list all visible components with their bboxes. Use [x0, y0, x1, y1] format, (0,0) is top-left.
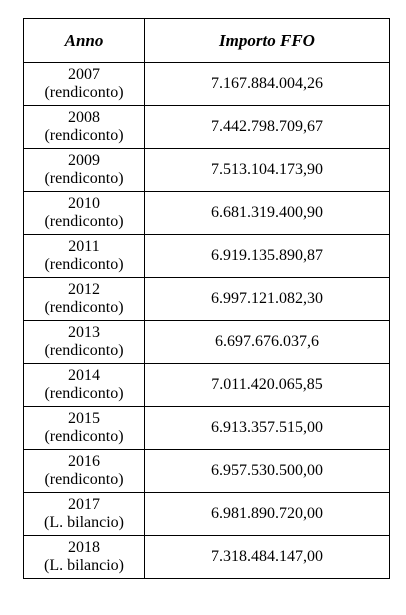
year-cell: 2016 (rendiconto): [23, 449, 145, 493]
header-cell: Importo FFO: [144, 18, 390, 63]
table-row: 2012 (rendiconto) 6.997.121.082,30: [23, 277, 390, 321]
header-row: Anno Importo FFO: [23, 18, 390, 63]
year-note: (rendiconto): [44, 127, 124, 144]
year: 2007: [68, 66, 100, 83]
header-cell: Anno: [23, 18, 145, 63]
year-note: (rendiconto): [44, 385, 124, 402]
amount-cell: 7.442.798.709,67: [144, 105, 390, 149]
year-cell: 2018 (L. bilancio): [23, 535, 145, 579]
table-row: 2011 (rendiconto) 6.919.135.890,87: [23, 234, 390, 278]
year-note: (rendiconto): [44, 342, 124, 359]
year: 2011: [68, 238, 100, 255]
table-row: 2009 (rendiconto) 7.513.104.173,90: [23, 148, 390, 192]
table-row: 2014 (rendiconto) 7.011.420.065,85: [23, 363, 390, 407]
year-cell: 2011 (rendiconto): [23, 234, 145, 278]
year-cell: 2017 (L. bilancio): [23, 492, 145, 536]
table-row: 2008 (rendiconto) 7.442.798.709,67: [23, 105, 390, 149]
year-cell: 2014 (rendiconto): [23, 363, 145, 407]
year-cell: 2010 (rendiconto): [23, 191, 145, 235]
year: 2008: [68, 109, 100, 126]
year-note: (rendiconto): [44, 213, 124, 230]
year-cell: 2015 (rendiconto): [23, 406, 145, 450]
amount-cell: 6.697.676.037,6: [144, 320, 390, 364]
amount-cell: 7.167.884.004,26: [144, 62, 390, 106]
amount-cell: 6.981.890.720,00: [144, 492, 390, 536]
year: 2014: [68, 367, 100, 384]
year-note: (rendiconto): [44, 84, 124, 101]
amount-cell: 6.919.135.890,87: [144, 234, 390, 278]
amount-cell: 7.011.420.065,85: [144, 363, 390, 407]
amount-cell: 6.913.357.515,00: [144, 406, 390, 450]
table-body: 2007 (rendiconto) 7.167.884.004,26 2008 (ren…: [23, 62, 390, 579]
year: 2012: [68, 281, 100, 298]
table-row: 2013 (rendiconto) 6.697.676.037,6: [23, 320, 390, 364]
amount-cell: 6.681.319.400,90: [144, 191, 390, 235]
table-row: 2010 (rendiconto) 6.681.319.400,90: [23, 191, 390, 235]
year-note: (rendiconto): [44, 256, 124, 273]
table-row: 2007 (rendiconto) 7.167.884.004,26: [23, 62, 390, 106]
year: 2017: [68, 496, 100, 513]
year-note: (rendiconto): [44, 170, 124, 187]
table-row: 2018 (L. bilancio) 7.318.484.147,00: [23, 535, 390, 579]
year: 2016: [68, 453, 100, 470]
year: 2018: [68, 539, 100, 556]
table-row: 2015 (rendiconto) 6.913.357.515,00: [23, 406, 390, 450]
amount-cell: 7.318.484.147,00: [144, 535, 390, 579]
year: 2009: [68, 152, 100, 169]
ffo-table: Anno Importo FFO 2007 (rendiconto) 7.167.8…: [23, 18, 390, 579]
year-note: (rendiconto): [44, 299, 124, 316]
year-cell: 2008 (rendiconto): [23, 105, 145, 149]
year-note: (rendiconto): [44, 471, 124, 488]
year-note: (L. bilancio): [44, 557, 124, 574]
amount-cell: 6.957.530.500,00: [144, 449, 390, 493]
year: 2010: [68, 195, 100, 212]
amount-cell: 6.997.121.082,30: [144, 277, 390, 321]
year-cell: 2012 (rendiconto): [23, 277, 145, 321]
year-note: (L. bilancio): [44, 514, 124, 531]
year-cell: 2013 (rendiconto): [23, 320, 145, 364]
amount-cell: 7.513.104.173,90: [144, 148, 390, 192]
year-cell: 2009 (rendiconto): [23, 148, 145, 192]
year-cell: 2007 (rendiconto): [23, 62, 145, 106]
year: 2015: [68, 410, 100, 427]
table-row: 2017 (L. bilancio) 6.981.890.720,00: [23, 492, 390, 536]
year: 2013: [68, 324, 100, 341]
table-row: 2016 (rendiconto) 6.957.530.500,00: [23, 449, 390, 493]
year-note: (rendiconto): [44, 428, 124, 445]
